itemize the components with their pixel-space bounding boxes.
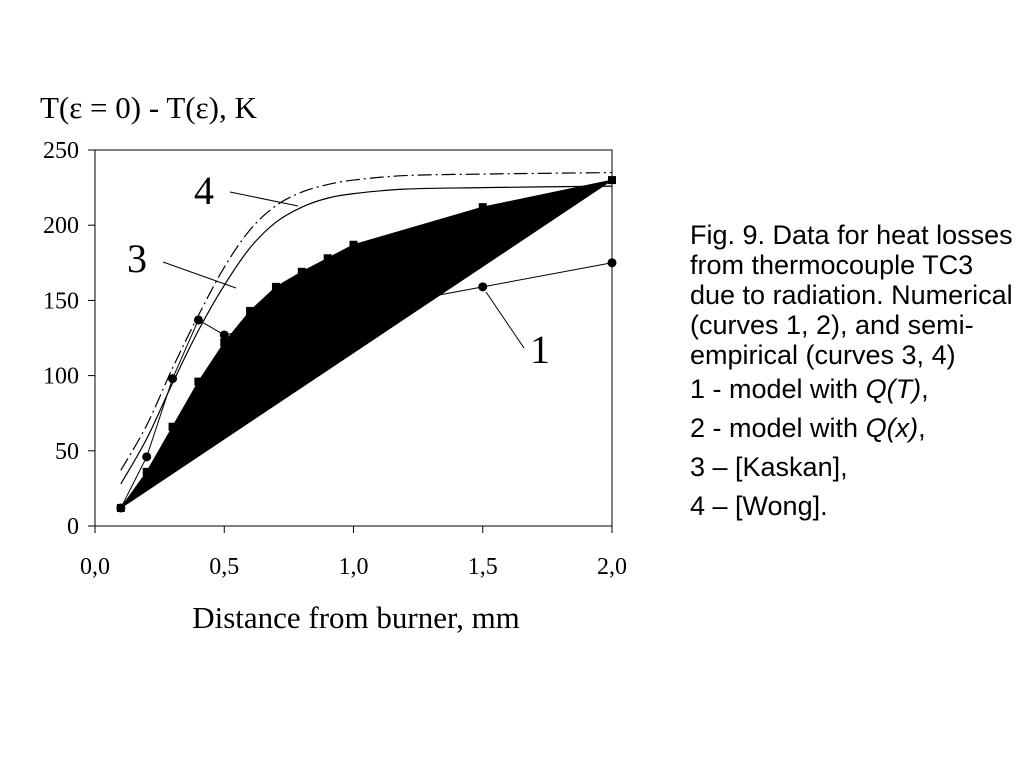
axes: 0 50 100 150 200 250 0,0 0,5 1,0 1,5 2,0 xyxy=(43,138,627,580)
series-2-point xyxy=(116,503,125,512)
legend-emphasis: Q(T) xyxy=(865,374,922,404)
legend-text: 1 - model with xyxy=(690,374,866,404)
figure-caption: Fig. 9. Data for heat losses from thermo… xyxy=(690,220,1020,521)
series-1-point xyxy=(142,452,152,462)
series-2-point xyxy=(271,282,280,291)
series-2-point xyxy=(168,422,177,431)
chart: 4 3 1 0 50 100 150 200 250 0,0 0,5 1,0 1,5 2,0 T(ε =… xyxy=(40,90,627,635)
legend-line: 4 – [Wong]. xyxy=(690,491,1020,521)
annotation-3-leader xyxy=(162,261,237,289)
annotation-4: 4 xyxy=(194,168,214,213)
x-tick-label: 0,0 xyxy=(80,554,110,580)
legend-line: 3 – [Kaskan], xyxy=(690,452,1020,482)
series-1-point xyxy=(193,315,203,325)
legend-line: 2 - model with Q(x), xyxy=(690,413,1020,443)
series-2-point xyxy=(194,377,203,386)
legend-emphasis: Q(x) xyxy=(865,413,919,443)
series-1-point xyxy=(168,374,178,384)
y-tick-label: 50 xyxy=(55,439,79,465)
annotation-4-leader xyxy=(229,191,299,207)
y-tick-label: 100 xyxy=(43,364,79,390)
series-2-point xyxy=(142,467,151,476)
y-tick-label: 200 xyxy=(43,213,79,239)
y-tick-label: 0 xyxy=(67,514,79,540)
x-tick-label: 1,5 xyxy=(468,554,498,580)
legend-line: 1 - model with Q(T), xyxy=(690,374,1020,404)
annotation-1: 1 xyxy=(530,327,550,372)
legend-suffix: , xyxy=(921,374,929,404)
plot-area: 4 3 1 xyxy=(116,168,617,513)
x-axis-label: Distance from burner, mm xyxy=(192,600,520,635)
caption-text: Fig. 9. Data for heat losses from thermo… xyxy=(690,220,1013,370)
series-2-point xyxy=(246,306,255,315)
legend-text: 2 - model with xyxy=(690,413,866,443)
series-1-point xyxy=(478,282,488,292)
y-tick-label: 150 xyxy=(43,288,79,314)
legend-suffix: , xyxy=(918,413,926,443)
series-2-point xyxy=(220,338,229,347)
y-tick-label: 250 xyxy=(43,138,79,164)
annotation-3: 3 xyxy=(127,236,147,281)
x-tick-label: 1,0 xyxy=(339,554,369,580)
legend-text: 3 – [Kaskan], xyxy=(690,452,848,482)
x-tick-label: 0,5 xyxy=(209,554,239,580)
annotation-1-leader xyxy=(485,291,525,349)
legend-text: 4 – [Wong]. xyxy=(690,491,828,521)
caption-legend: 1 - model with Q(T), 2 - model with Q(x),… xyxy=(690,374,1020,521)
y-axis-label: T(ε = 0) - T(ε), K xyxy=(40,90,257,125)
series-2-point xyxy=(297,267,306,276)
series-2-point xyxy=(349,240,358,249)
series-1-point xyxy=(219,330,229,340)
series-2-point xyxy=(323,254,332,263)
x-tick-label: 2,0 xyxy=(597,554,627,580)
series-2-point xyxy=(478,203,487,212)
